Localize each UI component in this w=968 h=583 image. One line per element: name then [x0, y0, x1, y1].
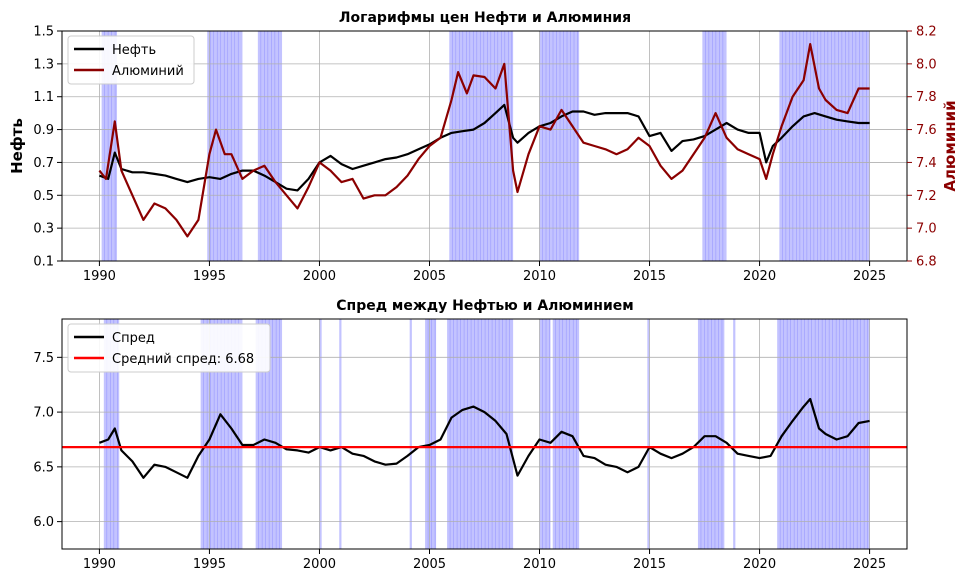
bottom-xtick-label: 2015 [633, 557, 666, 572]
top-left-ytick-label: 0.7 [33, 156, 54, 171]
top-series-line-1 [98, 43, 870, 238]
bottom-shade-4 [339, 319, 342, 549]
top-right-ytick-label: 7.6 [916, 123, 937, 138]
bottom-plot-frame [61, 318, 908, 550]
bottom-series-line-0 [99, 397, 870, 479]
bottom-legend-box [67, 323, 271, 373]
legend-label-spread: Спред [112, 331, 155, 346]
top-shade-0 [101, 31, 118, 261]
bottom-shade-6 [425, 319, 437, 549]
oil-aluminium-chart: Логарифмы цен Нефти и Алюминия 1990 1995 2… [8, 10, 959, 284]
bottom-series-lines [62, 397, 907, 479]
bottom-shade-10 [647, 319, 650, 549]
top-xtick-label: 2000 [303, 269, 336, 284]
top-series-lines [98, 43, 870, 238]
top-xtick-label: 2005 [413, 269, 446, 284]
bottom-x-axis-ticks: 1990 1995 2000 2005 2010 2015 2020 2025 [83, 549, 886, 572]
bottom-grid [62, 319, 907, 549]
bottom-xtick-label: 1990 [83, 557, 116, 572]
bottom-xtick-label: 2005 [413, 557, 446, 572]
top-left-ytick-label: 0.1 [33, 255, 54, 270]
spread-chart: Спред между Нефтью и Алюминием 1990 1995 2… [33, 298, 908, 572]
top-left-ytick-label: 0.9 [33, 123, 54, 138]
top-left-ytick-label: 1.1 [33, 90, 54, 105]
top-left-ytick-label: 1.5 [33, 25, 54, 40]
top-plot-frame [61, 30, 908, 262]
top-right-ytick-label: 6.8 [916, 255, 937, 270]
bottom-legend: Спред Средний спред: 6.68 [67, 323, 271, 373]
bottom-left-ytick-label: 6.0 [33, 515, 54, 530]
top-y-right-label: Алюминий [941, 100, 959, 191]
legend-label-mean: Средний спред: 6.68 [112, 352, 254, 367]
bottom-xtick-label: 2025 [853, 557, 886, 572]
bottom-shade-8 [539, 319, 551, 549]
top-xtick-label: 2025 [853, 269, 886, 284]
bottom-shade-12 [733, 319, 736, 549]
bottom-left-ytick-label: 6.5 [33, 460, 54, 475]
top-left-ytick-label: 0.3 [33, 222, 54, 237]
top-shade-4 [539, 31, 580, 261]
bottom-xtick-label: 1995 [193, 557, 226, 572]
top-y-left-ticks: 0.1 0.3 0.5 0.7 0.9 1.1 1.3 1.5 [33, 25, 62, 270]
top-legend: Нефть Алюминий [67, 35, 195, 85]
top-chart-title: Логарифмы цен Нефти и Алюминия [339, 10, 631, 26]
top-shade-5 [702, 31, 727, 261]
top-series-line-0 [99, 103, 870, 192]
legend-label-aluminium: Алюминий [112, 64, 184, 79]
top-xtick-label: 2015 [633, 269, 666, 284]
legend-label-oil: Нефть [112, 43, 156, 58]
bottom-shade-13 [777, 319, 870, 549]
top-x-axis-ticks: 1990 1995 2000 2005 2010 2015 2020 2025 [83, 261, 886, 284]
bottom-left-ytick-label: 7.0 [33, 406, 54, 421]
bottom-left-ytick-label: 7.5 [33, 351, 54, 366]
bottom-xtick-label: 2010 [523, 557, 556, 572]
bottom-shade-5 [409, 319, 412, 549]
bottom-xtick-label: 2000 [303, 557, 336, 572]
top-y-left-label: Нефть [8, 118, 26, 174]
top-right-ytick-label: 7.0 [916, 222, 937, 237]
top-right-ytick-label: 7.2 [916, 189, 937, 204]
top-right-ytick-label: 8.0 [916, 57, 937, 72]
top-left-ytick-label: 0.5 [33, 189, 54, 204]
bottom-chart-title: Спред между Нефтью и Алюминием [336, 298, 633, 314]
bottom-y-ticks: 6.0 6.5 7.0 7.5 [33, 351, 62, 530]
top-xtick-label: 1990 [83, 269, 116, 284]
bottom-shade-3 [319, 319, 322, 549]
top-shade-2 [257, 31, 283, 261]
top-xtick-label: 2010 [523, 269, 556, 284]
top-left-ytick-label: 1.3 [33, 57, 54, 72]
top-right-ytick-label: 8.2 [916, 25, 937, 40]
top-y-right-ticks: 6.8 7.0 7.2 7.4 7.6 7.8 8.0 8.2 [907, 25, 937, 270]
top-right-ytick-label: 7.4 [916, 156, 937, 171]
top-right-ytick-label: 7.8 [916, 90, 937, 105]
top-xtick-label: 1995 [193, 269, 226, 284]
top-shade-1 [207, 31, 243, 261]
top-xtick-label: 2020 [743, 269, 776, 284]
bottom-xtick-label: 2020 [743, 557, 776, 572]
